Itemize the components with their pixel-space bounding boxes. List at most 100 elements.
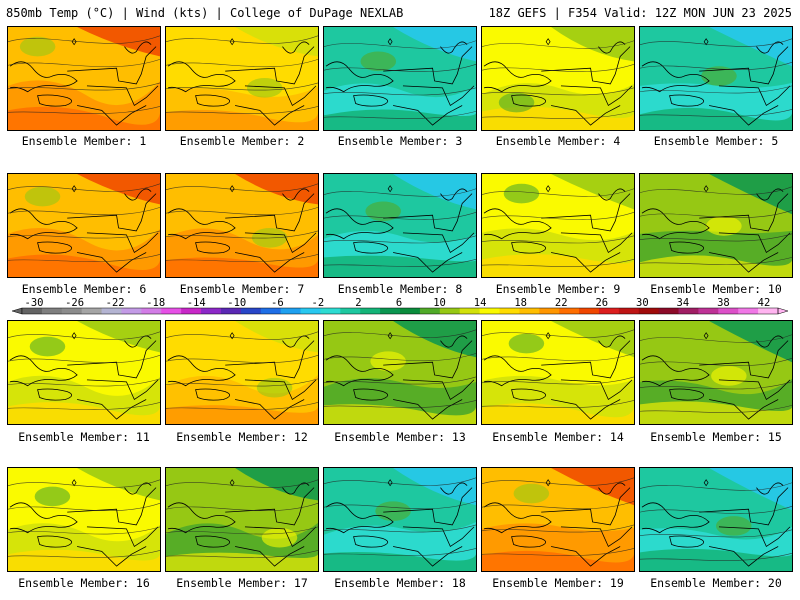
geographic-outlines — [641, 335, 791, 420]
height-contours — [8, 479, 160, 558]
colorbar-tick-label: -14 — [186, 297, 206, 309]
height-contours — [8, 183, 160, 262]
colorbar-swatch — [579, 308, 600, 314]
geographic-outlines — [9, 335, 159, 420]
geographic-outlines — [325, 335, 475, 420]
temperature-field — [8, 321, 160, 424]
temperature-field — [482, 468, 634, 571]
ensemble-member-caption: Ensemble Member: 3 — [337, 134, 463, 148]
colorbar-swatch — [340, 308, 361, 314]
ensemble-member-caption: Ensemble Member: 2 — [179, 134, 305, 148]
colorbar-swatch — [658, 308, 680, 314]
colorbar-swatch — [101, 308, 122, 314]
ensemble-member-map — [165, 26, 319, 131]
height-contours — [324, 329, 476, 408]
ensemble-member-caption: Ensemble Member: 8 — [337, 282, 463, 296]
geographic-outlines — [9, 41, 159, 126]
height-contours — [166, 183, 318, 262]
colorbar-swatch — [22, 308, 43, 314]
temperature-field — [8, 468, 160, 571]
temperature-field — [482, 27, 634, 130]
ensemble-member-caption: Ensemble Member: 17 — [176, 576, 308, 590]
colorbar-swatch — [121, 308, 142, 314]
height-contours — [166, 331, 318, 410]
colorbar-swatch — [141, 308, 162, 314]
colorbar-tick-label: -26 — [65, 297, 85, 309]
colorbar-tick-label: -18 — [146, 297, 166, 309]
temperature-field — [166, 174, 318, 277]
colorbar-swatch — [718, 308, 739, 314]
geographic-outlines — [167, 482, 317, 567]
colorbar-swatch — [598, 308, 620, 314]
colorbar-tick-label: 34 — [676, 297, 690, 309]
height-contours — [166, 479, 318, 558]
colorbar-swatch — [240, 308, 262, 314]
height-contours — [640, 334, 792, 413]
ensemble-member-map — [165, 173, 319, 278]
ensemble-member-caption: Ensemble Member: 15 — [650, 430, 782, 444]
ensemble-member-caption: Ensemble Member: 11 — [18, 430, 150, 444]
map-title-left: 850mb Temp (°C) | Wind (kts) | College o… — [6, 6, 404, 20]
ensemble-member-caption: Ensemble Member: 9 — [495, 282, 621, 296]
colorbar-swatch — [360, 308, 381, 314]
temperature-field — [324, 27, 476, 130]
ensemble-member-map — [323, 320, 477, 425]
height-contours — [324, 40, 476, 119]
ensemble-member-caption: Ensemble Member: 19 — [492, 576, 624, 590]
ensemble-member-map — [7, 467, 161, 572]
colorbar-swatch — [499, 308, 520, 314]
temperature-field — [166, 321, 318, 424]
ensemble-member-caption: Ensemble Member: 20 — [650, 576, 782, 590]
height-contours — [482, 188, 634, 267]
temperature-field — [324, 468, 476, 571]
ensemble-member-map — [639, 26, 793, 131]
temperature-field — [8, 27, 160, 130]
colorbar-swatch — [81, 308, 103, 314]
height-contours — [166, 35, 318, 114]
colorbar-tick-label: 30 — [636, 297, 649, 309]
geographic-outlines — [9, 188, 159, 273]
ensemble-member-caption: Ensemble Member: 18 — [334, 576, 466, 590]
colorbar-swatch — [61, 308, 83, 314]
temperature-field — [324, 174, 476, 277]
temperature-field — [166, 468, 318, 571]
colorbar-swatch — [638, 308, 660, 314]
ensemble-member-map — [7, 173, 161, 278]
geographic-outlines — [483, 335, 633, 420]
ensemble-member-caption: Ensemble Member: 10 — [650, 282, 782, 296]
geographic-outlines — [167, 41, 317, 126]
geographic-outlines — [641, 41, 791, 126]
temperature-colorbar — [11, 307, 789, 315]
colorbar-swatch — [559, 308, 580, 314]
temperature-field — [324, 321, 476, 424]
height-contours — [640, 38, 792, 117]
colorbar-tick-label: -6 — [271, 297, 284, 309]
geographic-outlines — [167, 335, 317, 420]
colorbar-tick-label: 10 — [433, 297, 446, 309]
temperature-field — [640, 321, 792, 424]
colorbar-swatch — [419, 308, 441, 314]
colorbar-swatch — [698, 308, 719, 314]
ensemble-member-caption: Ensemble Member: 6 — [21, 282, 147, 296]
colorbar-tick-label: -10 — [227, 297, 247, 309]
ensemble-member-map — [165, 320, 319, 425]
colorbar-tick-label: 22 — [554, 297, 568, 309]
geographic-outlines — [167, 188, 317, 273]
ensemble-member-caption: Ensemble Member: 1 — [21, 134, 147, 148]
colorbar-swatch — [320, 308, 341, 314]
height-contours — [482, 40, 634, 119]
ensemble-member-caption: Ensemble Member: 4 — [495, 134, 621, 148]
colorbar-tick-label: 2 — [355, 297, 362, 309]
colorbar-swatch — [380, 308, 401, 314]
geographic-outlines — [325, 41, 475, 126]
colorbar-tick-label: 18 — [514, 297, 527, 309]
ensemble-member-caption: Ensemble Member: 14 — [492, 430, 624, 444]
colorbar-tick-label: 6 — [395, 297, 403, 309]
height-contours — [640, 482, 792, 561]
colorbar-swatch — [479, 308, 500, 314]
colorbar-swatch — [280, 308, 302, 314]
colorbar-swatch — [220, 308, 242, 314]
geographic-outlines — [483, 41, 633, 126]
colorbar-swatch — [41, 308, 63, 314]
ensemble-member-map — [7, 320, 161, 425]
